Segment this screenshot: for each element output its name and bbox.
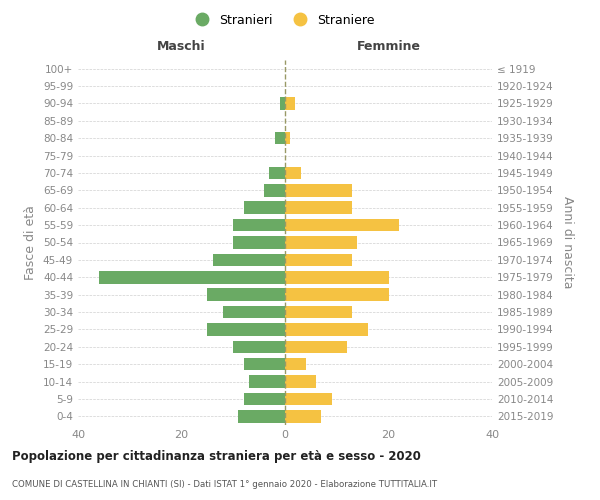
Bar bbox=[285, 392, 332, 405]
Bar bbox=[233, 219, 285, 232]
Bar bbox=[285, 202, 352, 214]
Text: Maschi: Maschi bbox=[157, 40, 206, 53]
Bar bbox=[208, 288, 285, 301]
Bar bbox=[99, 271, 285, 283]
Bar bbox=[285, 219, 399, 232]
Bar bbox=[233, 236, 285, 249]
Bar bbox=[265, 184, 285, 196]
Bar bbox=[269, 166, 285, 179]
Bar bbox=[275, 132, 285, 144]
Bar bbox=[244, 202, 285, 214]
Bar bbox=[285, 236, 358, 249]
Bar bbox=[285, 271, 389, 283]
Text: Femmine: Femmine bbox=[356, 40, 421, 53]
Bar bbox=[285, 358, 306, 370]
Y-axis label: Fasce di età: Fasce di età bbox=[25, 205, 37, 280]
Bar bbox=[285, 340, 347, 353]
Bar bbox=[285, 166, 301, 179]
Bar bbox=[244, 392, 285, 405]
Bar bbox=[285, 184, 352, 196]
Bar bbox=[285, 132, 290, 144]
Bar bbox=[233, 340, 285, 353]
Bar bbox=[212, 254, 285, 266]
Bar bbox=[208, 323, 285, 336]
Y-axis label: Anni di nascita: Anni di nascita bbox=[562, 196, 574, 289]
Bar bbox=[249, 376, 285, 388]
Legend: Stranieri, Straniere: Stranieri, Straniere bbox=[184, 8, 380, 32]
Bar bbox=[285, 376, 316, 388]
Text: COMUNE DI CASTELLINA IN CHIANTI (SI) - Dati ISTAT 1° gennaio 2020 - Elaborazione: COMUNE DI CASTELLINA IN CHIANTI (SI) - D… bbox=[12, 480, 437, 489]
Bar bbox=[285, 254, 352, 266]
Bar bbox=[285, 323, 368, 336]
Bar bbox=[244, 358, 285, 370]
Text: Popolazione per cittadinanza straniera per età e sesso - 2020: Popolazione per cittadinanza straniera p… bbox=[12, 450, 421, 463]
Bar bbox=[285, 306, 352, 318]
Bar bbox=[280, 97, 285, 110]
Bar bbox=[285, 410, 321, 422]
Bar bbox=[285, 288, 389, 301]
Bar bbox=[285, 97, 295, 110]
Bar bbox=[223, 306, 285, 318]
Bar bbox=[238, 410, 285, 422]
